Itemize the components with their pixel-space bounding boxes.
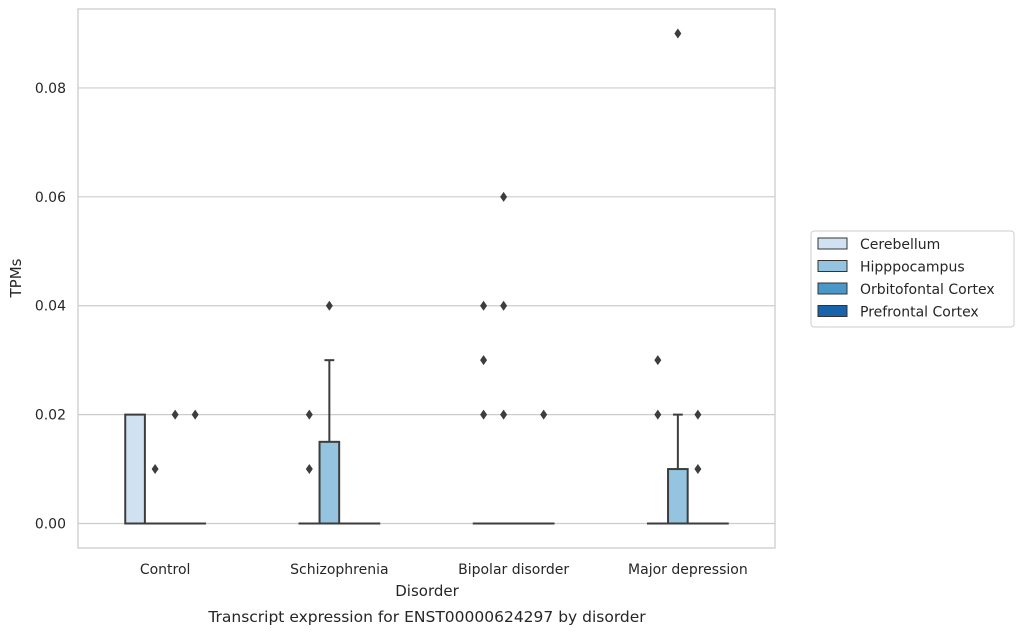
outlier-point	[305, 409, 313, 420]
outlier-point	[694, 464, 702, 475]
box-group	[318, 300, 341, 525]
legend-swatch	[817, 282, 848, 295]
outlier-point	[674, 28, 682, 39]
box	[318, 440, 341, 525]
box	[124, 413, 146, 525]
outlier-point	[694, 409, 702, 420]
plot-frame	[77, 8, 776, 549]
outlier-point	[151, 464, 159, 475]
y-tick-label: 0.06	[35, 190, 66, 206]
outlier-point	[305, 464, 313, 475]
box-group	[492, 191, 515, 525]
legend-label: Prefrontal Cortex	[860, 305, 979, 321]
y-tick-label: 0.00	[35, 517, 66, 533]
outlier-point	[480, 300, 488, 311]
box-group	[667, 28, 689, 525]
box-group	[532, 409, 555, 525]
outlier-point	[500, 300, 508, 311]
box-group	[687, 409, 709, 525]
box-group	[472, 300, 495, 525]
x-tick-label: Major depression	[628, 562, 748, 578]
x-tick-label: Control	[140, 562, 191, 578]
outlier-point	[191, 409, 199, 420]
x-axis-label: Disorder	[395, 582, 459, 600]
outlier-point	[500, 191, 508, 202]
outlier-point	[325, 300, 333, 311]
legend-label: Hipppocampus	[860, 260, 965, 276]
legend-swatch	[817, 237, 848, 250]
y-tick-label: 0.04	[35, 299, 66, 315]
y-axis-label: TPMs	[7, 258, 25, 298]
outlier-point	[540, 409, 548, 420]
legend: Cerebellum Hipppocampus Orbitofontal Corte…	[810, 230, 1015, 328]
legend-frame	[810, 230, 1015, 328]
legend-swatch	[817, 260, 848, 272]
box-group	[646, 355, 669, 525]
chart-caption: Transcript expression for ENST0000062429…	[207, 608, 646, 626]
box-group	[184, 409, 207, 525]
outlier-point	[654, 355, 662, 366]
box	[667, 468, 689, 525]
legend-label: Cerebellum	[860, 237, 940, 253]
outlier-point	[480, 409, 488, 420]
y-tick-label: 0.02	[35, 408, 66, 424]
x-tick-label: Schizophrenia	[290, 562, 388, 578]
outlier-point	[500, 409, 508, 420]
y-tick-label: 0.08	[35, 81, 66, 97]
legend-label: Orbitofontal Cortex	[860, 282, 995, 298]
outlier-point	[654, 409, 662, 420]
outlier-point	[171, 409, 179, 420]
box-group	[124, 413, 146, 525]
y-tick-labels: 0.00 0.02 0.04 0.06 0.08	[35, 81, 66, 533]
x-tick-labels: Control Schizophrenia Bipolar disorder Majo…	[140, 562, 748, 578]
box-series	[124, 28, 729, 525]
outlier-point	[480, 355, 488, 366]
plot-background	[78, 9, 775, 548]
x-tick-label: Bipolar disorder	[458, 562, 569, 578]
legend-swatch	[817, 305, 848, 317]
